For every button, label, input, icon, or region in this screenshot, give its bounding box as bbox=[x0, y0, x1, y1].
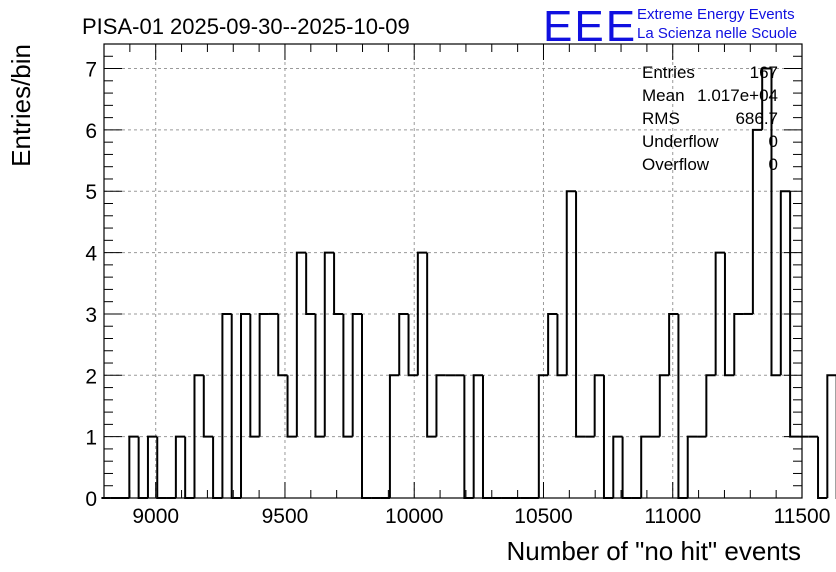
histogram-bin bbox=[677, 313, 688, 499]
stats-label: Entries bbox=[642, 63, 695, 82]
histogram-bin bbox=[686, 435, 698, 498]
logo-mark: EEE bbox=[543, 2, 637, 51]
histogram-bin bbox=[193, 374, 204, 498]
x-tick-labels: 9000 9500 10000 10500 11000 11500 bbox=[132, 505, 830, 528]
histogram-bin bbox=[593, 374, 604, 437]
histogram-bin bbox=[156, 436, 167, 499]
x-tick-label: 11000 bbox=[644, 505, 701, 528]
histogram-bin bbox=[733, 312, 744, 376]
histogram-bin bbox=[779, 190, 791, 376]
logo-line-2: La Scienza nelle Scuole bbox=[637, 25, 797, 42]
histogram-bin bbox=[286, 375, 297, 438]
stats-label: Underflow bbox=[642, 132, 719, 151]
histogram-bin bbox=[230, 313, 242, 499]
histogram bbox=[101, 67, 836, 499]
histogram-bin bbox=[640, 435, 651, 498]
histogram-bin bbox=[668, 312, 679, 376]
histogram-bin bbox=[333, 252, 344, 315]
x-tick-label: 11500 bbox=[774, 505, 831, 528]
stats-label: Mean bbox=[642, 86, 685, 105]
histogram-bin bbox=[621, 436, 632, 499]
stats-label: RMS bbox=[642, 109, 680, 128]
histogram-bin bbox=[416, 251, 428, 376]
histogram-bin bbox=[705, 374, 716, 437]
histogram-bin bbox=[770, 68, 781, 377]
y-tick-label: 2 bbox=[85, 365, 97, 388]
stats-box: Entries 167 Mean 1.017e+04 RMS 686.7 Underflow… bbox=[642, 63, 778, 174]
x-tick-label: 10500 bbox=[514, 505, 572, 528]
histogram-bin bbox=[137, 436, 148, 499]
y-tick-label: 7 bbox=[85, 59, 97, 82]
histogram-bin bbox=[537, 374, 549, 498]
histogram-bin bbox=[323, 251, 335, 437]
histogram-bin bbox=[249, 313, 260, 438]
axis-ticks bbox=[103, 44, 803, 499]
histogram-bin bbox=[658, 374, 670, 437]
stats-value: 167 bbox=[750, 63, 778, 82]
stats-value: 0 bbox=[769, 155, 778, 174]
histogram-bin bbox=[221, 312, 232, 498]
histogram-bin bbox=[575, 191, 586, 438]
logo-line-1: Extreme Energy Events bbox=[637, 6, 795, 23]
histogram-bin bbox=[407, 313, 418, 377]
histogram-bin bbox=[817, 436, 828, 499]
stats-value: 1.017e+04 bbox=[697, 86, 778, 105]
histogram-bin bbox=[751, 128, 763, 314]
histogram-bin bbox=[426, 252, 437, 438]
histogram-bin bbox=[146, 435, 158, 498]
stats-value: 0 bbox=[769, 132, 778, 151]
y-axis-label: Entries/bin bbox=[6, 44, 36, 167]
histogram-bin bbox=[174, 435, 186, 498]
y-tick-label: 6 bbox=[85, 120, 97, 143]
histogram-bin bbox=[714, 251, 725, 376]
histogram-bin bbox=[612, 435, 623, 498]
y-tick-label: 3 bbox=[85, 304, 97, 327]
x-tick-label: 9500 bbox=[262, 505, 309, 528]
y-tick-label: 4 bbox=[85, 243, 97, 266]
eee-logo: EEE Extreme Energy Events La Scienza nel… bbox=[543, 2, 797, 51]
x-axis-label: Number of "no hit" events bbox=[507, 536, 802, 566]
stats-value: 686.7 bbox=[735, 109, 778, 128]
histogram-bin bbox=[556, 313, 567, 377]
chart-title: PISA-01 2025-09-30--2025-10-09 bbox=[82, 14, 410, 39]
histogram-bin bbox=[277, 313, 288, 377]
x-tick-label: 10000 bbox=[385, 505, 443, 528]
stats-label: Overflow bbox=[642, 155, 710, 174]
histogram-bin bbox=[361, 313, 372, 499]
histogram-bin bbox=[184, 436, 195, 499]
histogram-bin bbox=[761, 67, 772, 130]
histogram-bin bbox=[351, 312, 362, 437]
histogram-bin bbox=[547, 312, 558, 376]
histogram-bin bbox=[240, 312, 251, 498]
histogram-bin bbox=[472, 374, 483, 498]
y-tick-label: 1 bbox=[85, 427, 97, 450]
histogram-bin bbox=[305, 252, 316, 315]
histogram-bin bbox=[435, 374, 446, 437]
histogram-bin bbox=[388, 374, 400, 498]
histogram-bin bbox=[565, 190, 577, 376]
y-tick-label: 0 bbox=[85, 488, 97, 511]
x-tick-label: 9000 bbox=[132, 505, 179, 528]
histogram-bin bbox=[258, 312, 269, 437]
plot-frame bbox=[103, 43, 803, 499]
histogram-bin bbox=[314, 313, 325, 438]
histogram-bin bbox=[202, 375, 214, 438]
histogram-bin bbox=[826, 374, 836, 498]
histogram-bin bbox=[398, 312, 409, 376]
histogram-bin bbox=[128, 435, 139, 498]
y-tick-labels: 0 1 2 3 4 5 6 7 bbox=[85, 59, 97, 511]
histogram-bin bbox=[723, 252, 735, 377]
histogram-bin bbox=[342, 313, 353, 438]
y-tick-label: 5 bbox=[85, 181, 97, 204]
grid bbox=[104, 44, 802, 498]
histogram-bin bbox=[212, 436, 223, 499]
histogram-bin bbox=[295, 251, 307, 437]
